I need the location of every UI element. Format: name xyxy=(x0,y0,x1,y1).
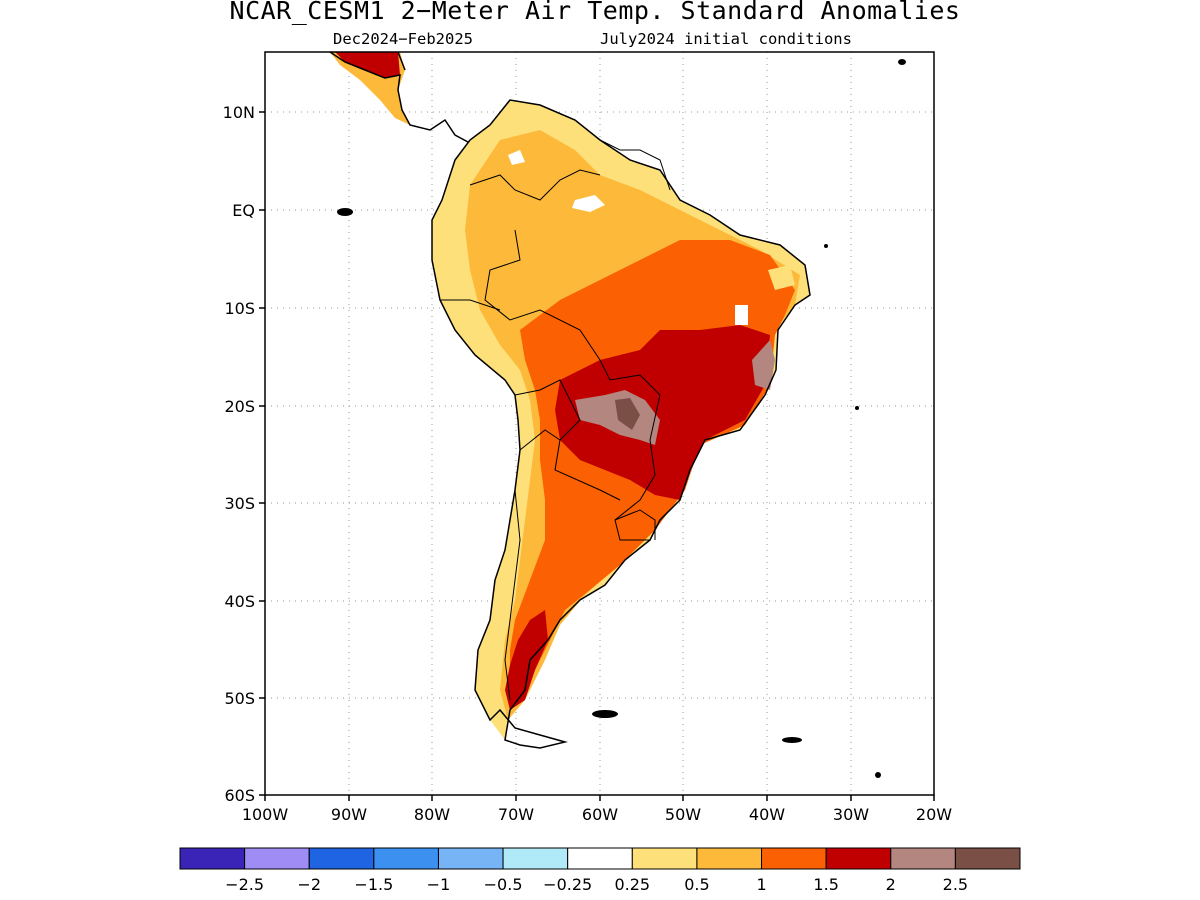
country-borders xyxy=(440,139,671,701)
colorbar-swatch xyxy=(244,847,310,870)
anomaly-zone-1.5-2 xyxy=(555,325,770,500)
anomaly-zone-2-2.5-east xyxy=(752,340,775,390)
initial-conditions-label: July2024 initial conditions xyxy=(600,30,852,48)
season-label: Dec2024−Feb2025 xyxy=(333,30,473,48)
lon-tick-label: 20W xyxy=(916,805,952,824)
lon-tick-label: 90W xyxy=(331,805,367,824)
coastlines xyxy=(329,52,811,749)
lat-tick-label: 30S xyxy=(224,494,255,513)
colorbar-label: 1 xyxy=(756,875,766,894)
lat-tick-label: 20S xyxy=(224,397,255,416)
colorbar-swatch xyxy=(179,847,246,870)
lat-tick-label: 10S xyxy=(224,299,255,318)
colorbar-label: 2.5 xyxy=(943,875,968,894)
anomaly-zone-near-zero-4 xyxy=(508,150,525,165)
colorbar-label: 0.5 xyxy=(684,875,709,894)
anomaly-zone-near-zero-3 xyxy=(768,265,795,290)
colorbar-label: 1.5 xyxy=(813,875,838,894)
colorbar-swatch xyxy=(825,847,892,870)
colorbar-swatch xyxy=(696,847,763,870)
lon-tick-label: 70W xyxy=(498,805,534,824)
latitude-axis: 10N EQ 10S 20S 30S 40S 50S 60S xyxy=(223,103,265,805)
lat-tick-label: 10N xyxy=(223,103,255,122)
longitude-axis: 100W 90W 80W 70W 60W 50W 40W 30W 20W xyxy=(242,795,952,824)
colorbar-swatch xyxy=(437,847,504,870)
colorbar-swatch xyxy=(890,847,956,870)
colorbar-swatch xyxy=(502,847,569,870)
anomaly-shading xyxy=(432,100,810,740)
colorbar-swatch xyxy=(567,847,633,870)
islands xyxy=(337,59,906,778)
lon-tick-label: 80W xyxy=(414,805,450,824)
lat-tick-label: EQ xyxy=(232,201,255,220)
colorbar-swatch xyxy=(373,847,439,870)
colorbar-label: −0.5 xyxy=(484,875,523,894)
lon-tick-label: 40W xyxy=(749,805,785,824)
colorbar-swatch xyxy=(761,847,827,870)
anomaly-zone-near-zero-1 xyxy=(572,195,605,212)
lat-tick-label: 50S xyxy=(224,689,255,708)
colorbar-label: −1 xyxy=(427,875,451,894)
colorbar-label: −1.5 xyxy=(354,875,393,894)
lon-tick-label: 30W xyxy=(833,805,869,824)
lon-tick-label: 50W xyxy=(665,805,701,824)
colorbar-label: 2 xyxy=(886,875,896,894)
colorbar-label: −2.5 xyxy=(225,875,264,894)
colorbar-label: −0.25 xyxy=(543,875,592,894)
anomaly-zone-above-2.5 xyxy=(615,398,640,430)
colorbar-swatch xyxy=(631,847,698,870)
colorbar-label: −2 xyxy=(297,875,321,894)
anomaly-zone-near-zero-2 xyxy=(735,305,748,325)
colorbar-swatch xyxy=(954,847,1021,870)
colorbar: −2.5 −2 −1.5 −1 −0.5 −0.25 0.25 0.5 1 1.5 2 2.5 xyxy=(179,847,1021,894)
lon-tick-label: 60W xyxy=(582,805,618,824)
anomaly-zone-2-2.5 xyxy=(575,390,660,445)
lon-tick-label: 100W xyxy=(242,805,289,824)
map-title: NCAR_CESM1 2−Meter Air Temp. Standard An… xyxy=(229,0,961,25)
colorbar-swatch xyxy=(308,847,375,870)
anomaly-zone-1.5-2-south xyxy=(505,610,548,710)
colorbar-label: 0.25 xyxy=(614,875,650,894)
central-america-anomaly xyxy=(335,52,400,78)
lat-tick-label: 40S xyxy=(224,592,255,611)
lat-tick-label: 60S xyxy=(224,786,255,805)
